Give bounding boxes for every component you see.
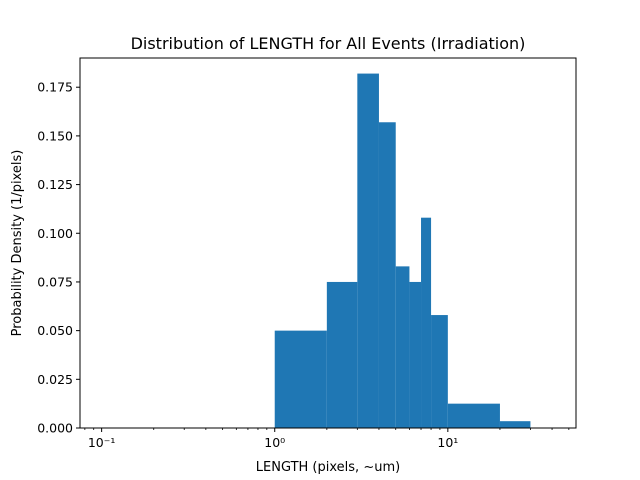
histogram-bar [499, 421, 531, 428]
x-axis-label: LENGTH (pixels, ~um) [256, 460, 400, 475]
x-axis-ticks: 10⁻¹ 10⁰ 10¹ [84, 428, 570, 450]
histogram-bar [274, 330, 327, 428]
chart-title: Distribution of LENGTH for All Events (I… [131, 34, 526, 53]
histogram-bar [447, 403, 500, 428]
y-axis-label: Probability Density (1/pixels) [10, 150, 25, 337]
x-tick-label: 10¹ [437, 435, 458, 450]
histogram-bar [409, 281, 422, 428]
y-tick-label: 0.075 [37, 274, 73, 289]
histogram-bar [395, 266, 410, 428]
histogram-bar [326, 281, 358, 428]
y-tick-label: 0.125 [37, 177, 73, 192]
y-tick-label: 0.000 [37, 421, 73, 436]
y-axis-ticks: 0.000 0.025 0.050 0.075 0.100 0.125 0.150 0.175 [37, 80, 80, 436]
x-tick-label: 10⁰ [264, 435, 285, 450]
histogram-bar [357, 73, 379, 428]
y-tick-label: 0.025 [37, 372, 73, 387]
y-tick-label: 0.175 [37, 80, 73, 95]
y-tick-label: 0.150 [37, 128, 73, 143]
histogram-bar [421, 217, 432, 428]
y-tick-label: 0.100 [37, 226, 73, 241]
x-tick-label: 10⁻¹ [88, 435, 116, 450]
plot-area-frame [79, 57, 577, 429]
histogram-bar [431, 315, 448, 428]
histogram-bar [378, 122, 396, 429]
y-tick-label: 0.050 [37, 323, 73, 338]
bars-group [274, 73, 531, 429]
